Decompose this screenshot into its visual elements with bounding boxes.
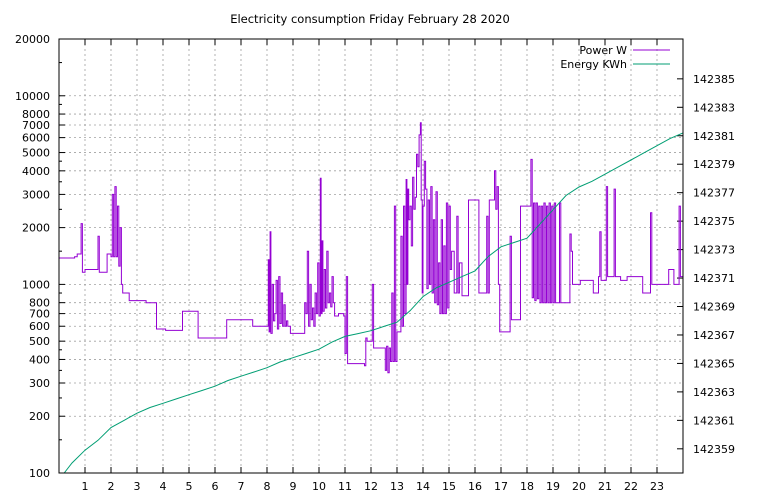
y2-tick-label: 142371 — [693, 272, 735, 285]
y-tick-label: 400 — [29, 353, 50, 366]
x-tick-label: 3 — [134, 480, 141, 493]
x-tick-label: 14 — [416, 480, 430, 493]
x-tick-label: 9 — [290, 480, 297, 493]
y2-tick-label: 142373 — [693, 244, 735, 257]
x-tick-label: 6 — [212, 480, 219, 493]
x-tick-label: 7 — [238, 480, 245, 493]
x-tick-label: 12 — [364, 480, 378, 493]
y2-tick-label: 142361 — [693, 414, 735, 427]
y-tick-label: 600 — [29, 320, 50, 333]
x-tick-label: 8 — [264, 480, 271, 493]
y-tick-label: 800 — [29, 297, 50, 310]
y-tick-label: 7000 — [22, 119, 50, 132]
legend-label-energy: Energy KWh — [560, 58, 627, 71]
y2-tick-label: 142381 — [693, 130, 735, 143]
plot-frame — [58, 38, 684, 474]
y-tick-label: 5000 — [22, 147, 50, 160]
x-tick-label: 20 — [572, 480, 586, 493]
axis-ticks — [59, 38, 683, 474]
y2-tick-label: 142385 — [693, 73, 735, 86]
x-tick-label: 13 — [390, 480, 404, 493]
x-tick-label: 18 — [520, 480, 534, 493]
y2-tick-label: 142383 — [693, 101, 735, 114]
y-tick-label: 10000 — [15, 90, 50, 103]
y-tick-label: 20000 — [15, 33, 50, 46]
y2-tick-label: 142379 — [693, 158, 735, 171]
grid — [59, 38, 683, 474]
chart-title: Electricity consumption Friday February … — [230, 12, 510, 26]
y-tick-label: 300 — [29, 377, 50, 390]
legend-label-power: Power W — [579, 44, 627, 57]
y2-tick-label: 142377 — [693, 187, 735, 200]
y-tick-label: 1000 — [22, 278, 50, 291]
y-tick-label: 200 — [29, 410, 50, 423]
x-tick-label: 15 — [442, 480, 456, 493]
x-tick-label: 21 — [598, 480, 612, 493]
y-tick-label: 700 — [29, 308, 50, 321]
y-tick-label: 4000 — [22, 165, 50, 178]
y2-tick-label: 142369 — [693, 301, 735, 314]
y-tick-label: 3000 — [22, 188, 50, 201]
x-tick-label: 23 — [650, 480, 664, 493]
x-tick-label: 19 — [546, 480, 560, 493]
power-series-line — [59, 122, 684, 374]
y-tick-label: 8000 — [22, 108, 50, 121]
x-tick-label: 17 — [494, 480, 508, 493]
x-tick-label: 4 — [160, 480, 167, 493]
legend: Power W Energy KWh — [560, 44, 670, 71]
x-tick-label: 2 — [108, 480, 115, 493]
x-tick-label: 5 — [186, 480, 193, 493]
x-tick-label: 11 — [338, 480, 352, 493]
x-tick-label: 22 — [624, 480, 638, 493]
y-tick-label: 500 — [29, 335, 50, 348]
y2-tick-label: 142359 — [693, 443, 735, 456]
y-tick-label: 100 — [29, 467, 50, 480]
y2-tick-label: 142375 — [693, 215, 735, 228]
x-tick-label: 10 — [312, 480, 326, 493]
series — [59, 122, 684, 474]
y2-tick-label: 142365 — [693, 357, 735, 370]
y-tick-label: 6000 — [22, 132, 50, 145]
y-tick-label: 2000 — [22, 222, 50, 235]
y2-tick-label: 142367 — [693, 329, 735, 342]
y2-tick-label: 142363 — [693, 386, 735, 399]
x-tick-label: 1 — [82, 480, 89, 493]
x-tick-label: 16 — [468, 480, 482, 493]
tick-labels: 1 2 3 4 5 6 7 8 9 10 11 12 13 14 15 16 17 18 19 20 21 22 23200… — [15, 33, 735, 493]
energy-series-line — [63, 132, 684, 474]
